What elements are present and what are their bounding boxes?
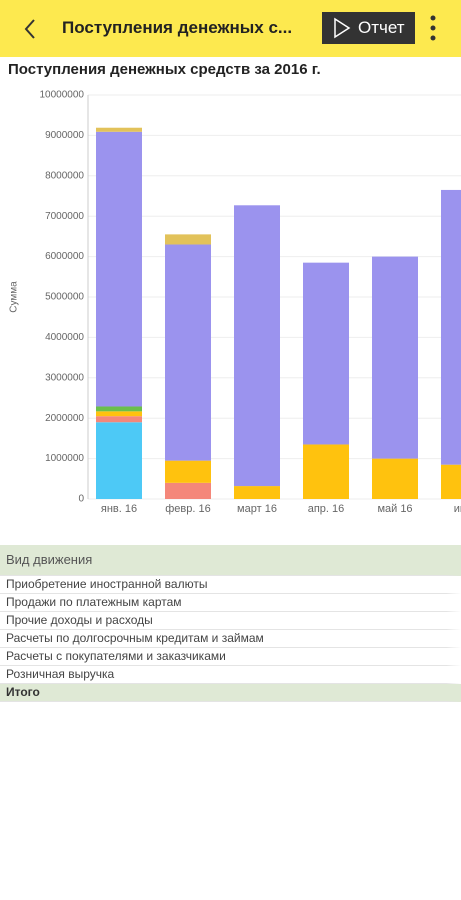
bar-segment bbox=[303, 262, 349, 445]
bar-segment bbox=[96, 422, 142, 499]
chart-title: Поступления денежных средств за 2016 г. bbox=[8, 61, 321, 78]
bar-segment bbox=[372, 458, 418, 499]
x-tick-label: март 16 bbox=[237, 503, 277, 515]
y-tick-label: 6000000 bbox=[45, 251, 84, 262]
bar-segment bbox=[165, 234, 211, 245]
bar-segment bbox=[441, 189, 461, 465]
bar-segment bbox=[96, 406, 142, 412]
y-tick-label: 10000000 bbox=[40, 90, 85, 101]
bar-segment bbox=[96, 411, 142, 417]
bar-segment bbox=[234, 205, 280, 487]
table-row: Приобретение иностранной валюты bbox=[0, 576, 461, 594]
table-row: Прочие доходы и расходы bbox=[0, 612, 461, 630]
bar-segment bbox=[165, 460, 211, 483]
app-title: Поступления денежных с... bbox=[62, 18, 293, 37]
table-row: Розничная выручка bbox=[0, 666, 461, 684]
y-tick-label: 9000000 bbox=[45, 130, 84, 141]
bar-segment bbox=[96, 127, 142, 132]
table-total: Итого bbox=[0, 684, 461, 702]
y-tick-label: 8000000 bbox=[45, 170, 84, 181]
y-tick-label: 7000000 bbox=[45, 211, 84, 222]
y-tick-label: 0 bbox=[78, 494, 84, 505]
table-header: Вид движения bbox=[0, 545, 461, 576]
bar-segment bbox=[96, 416, 142, 423]
play-icon bbox=[334, 17, 351, 39]
y-tick-label: 4000000 bbox=[45, 332, 84, 343]
y-tick-label: 5000000 bbox=[45, 292, 84, 303]
x-tick-label: февр. 16 bbox=[165, 503, 210, 515]
y-tick-label: 3000000 bbox=[45, 372, 84, 383]
menu-button[interactable] bbox=[428, 14, 438, 44]
y-tick-label: 2000000 bbox=[45, 413, 84, 424]
table-row: Расчеты с покупателями и заказчиками bbox=[0, 648, 461, 666]
bar-segment bbox=[96, 131, 142, 407]
y-tick-label: 1000000 bbox=[45, 453, 84, 464]
table-row: Расчеты по долгосрочным кредитам и займа… bbox=[0, 630, 461, 648]
report-label: Отчет bbox=[358, 18, 405, 37]
x-tick-label: апр. 16 bbox=[308, 503, 345, 515]
bar-segment bbox=[234, 486, 280, 499]
bar-segment bbox=[165, 244, 211, 461]
bar-segment bbox=[441, 464, 461, 499]
chart: Поступления денежных средств за 2016 г. … bbox=[8, 61, 461, 515]
bar-segment bbox=[372, 256, 418, 459]
back-button[interactable] bbox=[16, 14, 46, 44]
report-button[interactable]: Отчет bbox=[322, 12, 415, 44]
table: Вид движения Приобретение иностранной ва… bbox=[0, 545, 461, 702]
x-tick-label: май 16 bbox=[377, 503, 412, 515]
x-tick-label: июн bbox=[454, 503, 461, 515]
y-axis-label: Сумма bbox=[9, 281, 20, 313]
bar-segment bbox=[165, 482, 211, 499]
x-tick-label: янв. 16 bbox=[101, 503, 137, 515]
table-row: Продажи по платежным картам bbox=[0, 594, 461, 612]
app-bar: Поступления денежных с... Отчет bbox=[0, 0, 461, 57]
bar-segment bbox=[303, 444, 349, 499]
